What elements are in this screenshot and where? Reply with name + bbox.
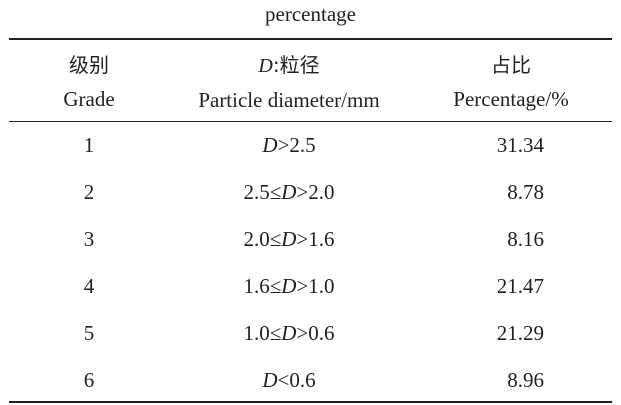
cell-diameter: 2.0≤D>1.6 xyxy=(243,227,335,251)
header-grade-cn: 级别 xyxy=(69,53,109,77)
cell-diameter: 1.0≤D>0.6 xyxy=(243,321,335,345)
table-row: 5 1.0≤D>0.6 21.29 xyxy=(0,310,621,357)
cell-grade: 1 xyxy=(83,133,95,157)
header-diameter-cn-text: :粒径 xyxy=(272,53,320,77)
table-top-rule xyxy=(9,38,612,40)
table-row: 6 D<0.6 8.96 xyxy=(0,357,621,404)
cell-grade: 4 xyxy=(83,274,95,298)
header-diameter-en: Particle diameter/mm xyxy=(198,88,380,112)
cell-grade: 6 xyxy=(83,368,95,392)
header-diameter: D:粒径 Particle diameter/mm xyxy=(163,48,415,117)
table-row: 2 2.5≤D>2.0 8.78 xyxy=(0,169,621,216)
cell-percentage: 31.34 xyxy=(496,133,544,157)
cell-percentage: 8.78 xyxy=(507,180,544,204)
diameter-variable: D xyxy=(281,227,297,251)
diameter-variable: D xyxy=(262,368,278,392)
cell-diameter: D<0.6 xyxy=(262,368,316,392)
cell-diameter: 2.5≤D>2.0 xyxy=(243,180,335,204)
header-percentage-en: Percentage/% xyxy=(453,87,569,111)
cell-percentage: 8.16 xyxy=(507,227,544,251)
cell-diameter: 1.6≤D>1.0 xyxy=(243,274,335,298)
header-grade-en: Grade xyxy=(63,87,115,111)
table-row: 3 2.0≤D>1.6 8.16 xyxy=(0,216,621,263)
cell-grade: 2 xyxy=(83,180,95,204)
header-grade: 级别 Grade xyxy=(29,48,149,116)
diameter-variable: D xyxy=(262,133,278,157)
diameter-variable: D xyxy=(281,180,297,204)
header-percentage-cn: 占比 xyxy=(491,53,531,77)
table-bottom-rule xyxy=(9,401,612,403)
table-header-rule xyxy=(9,121,612,122)
diameter-variable: D xyxy=(281,321,297,345)
cell-grade: 5 xyxy=(83,321,95,345)
header-percentage: 占比 Percentage/% xyxy=(431,48,591,116)
header-diameter-cn: D:粒径 xyxy=(163,48,415,83)
cell-diameter: D>2.5 xyxy=(262,133,316,157)
diameter-variable: D xyxy=(281,274,297,298)
cell-percentage: 21.29 xyxy=(496,321,544,345)
table-caption: percentage xyxy=(265,2,356,26)
table-body: 1 D>2.5 31.34 2 2.5≤D>2.0 8.78 3 2.0≤D>1… xyxy=(0,122,621,404)
table-row: 1 D>2.5 31.34 xyxy=(0,122,621,169)
header-diameter-var: D xyxy=(258,55,273,77)
table-row: 4 1.6≤D>1.0 21.47 xyxy=(0,263,621,310)
cell-percentage: 8.96 xyxy=(507,368,544,392)
cell-percentage: 21.47 xyxy=(496,274,544,298)
cell-grade: 3 xyxy=(83,227,95,251)
